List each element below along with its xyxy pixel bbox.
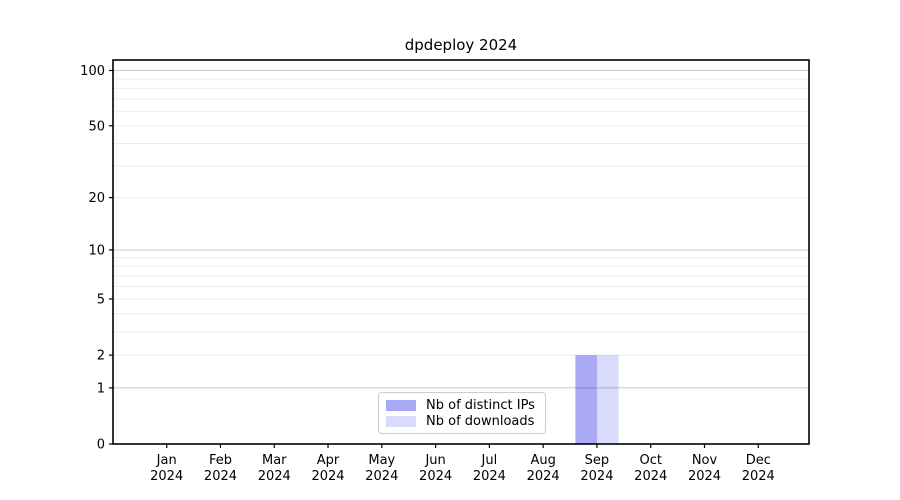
bar-distinct-ips-sep xyxy=(575,355,597,444)
legend-item-distinct-ips: Nb of distinct IPs xyxy=(386,398,537,413)
x-tick-label-month: Feb xyxy=(209,453,232,468)
x-tick-label-year: 2024 xyxy=(258,469,291,484)
legend-swatch-downloads-icon xyxy=(386,415,416,427)
x-tick-label-year: 2024 xyxy=(580,469,613,484)
x-tick-label-month: Dec xyxy=(746,453,771,468)
x-tick-label-month: Oct xyxy=(639,453,661,468)
x-tick-label-year: 2024 xyxy=(527,469,560,484)
x-tick-label-year: 2024 xyxy=(150,469,183,484)
x-tick-label-month: Sep xyxy=(585,453,610,468)
chart-title: dpdeploy 2024 xyxy=(404,36,518,54)
legend-label-distinct-ips: Nb of distinct IPs xyxy=(426,397,535,413)
y-tick-label: 10 xyxy=(88,243,105,258)
legend-swatch-distinct-ips-icon xyxy=(386,399,416,411)
x-tick-label-month: Jul xyxy=(481,453,498,468)
y-tick-label: 1 xyxy=(97,381,105,396)
x-tick-label-year: 2024 xyxy=(742,469,775,484)
y-tick-label: 0 xyxy=(97,438,105,453)
x-tick-label-year: 2024 xyxy=(473,469,506,484)
x-tick-label-month: May xyxy=(368,453,395,468)
x-tick-label-month: Apr xyxy=(317,453,340,468)
x-tick-label-year: 2024 xyxy=(688,469,721,484)
plot-border xyxy=(112,59,810,445)
legend-label-downloads: Nb of downloads xyxy=(426,413,535,429)
x-tick-label-month: Jan xyxy=(156,453,177,468)
x-tick-label-year: 2024 xyxy=(365,469,398,484)
x-tick-label-month: Jun xyxy=(424,453,445,468)
legend: Nb of distinct IPs Nb of downloads xyxy=(378,392,546,434)
y-tick-label: 100 xyxy=(80,64,105,79)
legend-item-downloads: Nb of downloads xyxy=(386,414,537,429)
y-tick-label: 20 xyxy=(88,191,105,206)
x-tick-label-month: Mar xyxy=(262,453,287,468)
bar-downloads-sep xyxy=(596,355,619,444)
y-tick-label: 2 xyxy=(97,349,105,364)
y-tick-label: 5 xyxy=(97,292,105,307)
x-tick-label-month: Nov xyxy=(692,453,718,468)
x-tick-label-month: Aug xyxy=(530,453,555,468)
x-tick-label-year: 2024 xyxy=(204,469,237,484)
y-tick-label: 50 xyxy=(88,119,105,134)
x-tick-label-year: 2024 xyxy=(419,469,452,484)
x-tick-label-year: 2024 xyxy=(311,469,344,484)
x-tick-label-year: 2024 xyxy=(634,469,667,484)
